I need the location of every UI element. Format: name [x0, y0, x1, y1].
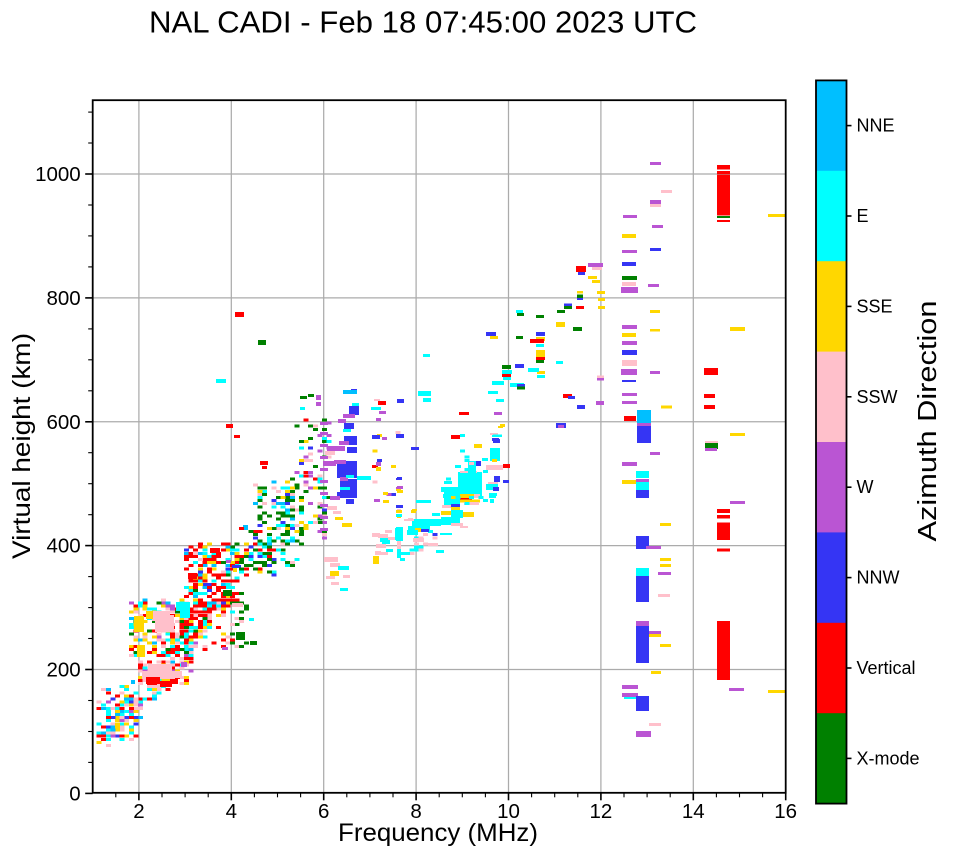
svg-text:NNW: NNW — [857, 568, 900, 588]
svg-text:SSE: SSE — [857, 296, 893, 316]
svg-text:4: 4 — [226, 800, 237, 823]
svg-text:SSW: SSW — [857, 387, 898, 407]
svg-text:NNE: NNE — [857, 116, 895, 136]
svg-text:E: E — [857, 206, 869, 226]
svg-text:0: 0 — [69, 782, 80, 805]
svg-text:1000: 1000 — [35, 163, 81, 186]
svg-text:W: W — [857, 477, 874, 497]
svg-text:2: 2 — [133, 800, 144, 823]
svg-text:200: 200 — [46, 659, 80, 682]
svg-text:14: 14 — [682, 800, 705, 823]
svg-text:Azimuth Direction: Azimuth Direction — [914, 301, 942, 542]
svg-text:Frequency (MHz): Frequency (MHz) — [338, 819, 538, 847]
svg-text:10: 10 — [497, 800, 520, 823]
svg-text:800: 800 — [46, 287, 80, 310]
svg-text:8: 8 — [410, 800, 421, 823]
svg-text:400: 400 — [46, 535, 80, 558]
svg-text:Virtual height (km): Virtual height (km) — [8, 333, 36, 559]
svg-text:600: 600 — [46, 411, 80, 434]
svg-text:12: 12 — [589, 800, 612, 823]
svg-text:6: 6 — [318, 800, 329, 823]
svg-text:X-mode: X-mode — [857, 748, 920, 768]
svg-text:NAL CADI - Feb 18 07:45:00 202: NAL CADI - Feb 18 07:45:00 2023 UTC — [149, 5, 697, 40]
svg-text:Vertical: Vertical — [857, 658, 916, 678]
svg-text:16: 16 — [774, 800, 797, 823]
